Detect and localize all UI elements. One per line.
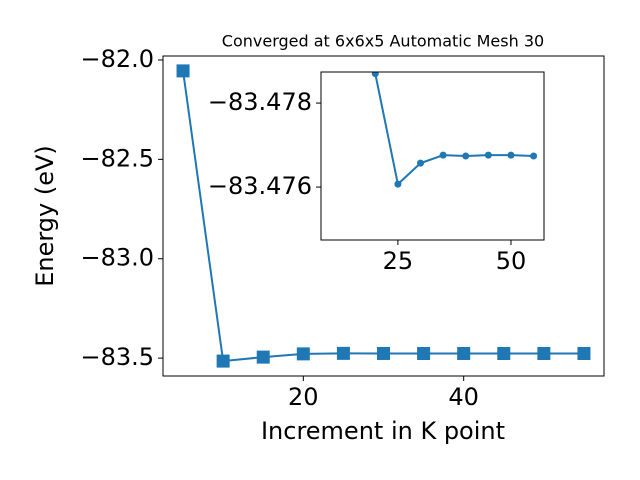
y-axis-label: Energy (eV): [31, 145, 59, 287]
y-tick-label: −83.0: [80, 244, 154, 272]
data-point: [507, 151, 515, 159]
data-point: [497, 347, 511, 361]
plot-frame: [162, 55, 605, 377]
chart-title: Converged at 6x6x5 Automatic Mesh 30: [222, 32, 544, 51]
data-point: [256, 350, 270, 364]
data-point: [462, 152, 470, 160]
x-axis-label: Increment in K point: [261, 417, 505, 445]
data-point: [216, 354, 230, 368]
data-point: [484, 151, 492, 159]
data-line: [374, 73, 534, 187]
x-tick-label: 25: [383, 247, 414, 275]
y-tick-label: −83.476: [208, 172, 312, 200]
data-point: [176, 64, 190, 78]
x-tick-label: 50: [496, 247, 527, 275]
data-point: [417, 159, 425, 167]
data-point: [371, 72, 379, 78]
data-point: [537, 347, 551, 361]
data-point: [417, 347, 431, 361]
x-tick-label: 20: [288, 383, 319, 411]
y-tick-label: −82.5: [80, 144, 154, 172]
y-tick-label: −83.5: [80, 343, 154, 371]
plot-frame: [320, 71, 545, 241]
data-point: [530, 152, 538, 160]
y-tick-label: −82.0: [80, 45, 154, 73]
y-tick-label: −83.478: [208, 88, 312, 116]
data-point: [394, 180, 402, 188]
data-point: [296, 347, 310, 361]
x-tick-label: 40: [448, 383, 479, 411]
data-point: [457, 346, 471, 360]
data-point: [336, 346, 350, 360]
data-point: [439, 151, 447, 159]
data-point: [377, 346, 390, 360]
data-point: [577, 346, 591, 360]
